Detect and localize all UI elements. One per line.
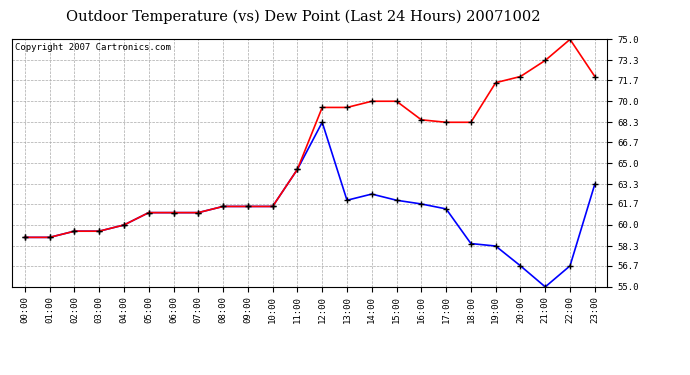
Text: Outdoor Temperature (vs) Dew Point (Last 24 Hours) 20071002: Outdoor Temperature (vs) Dew Point (Last… bbox=[66, 9, 541, 24]
Text: Copyright 2007 Cartronics.com: Copyright 2007 Cartronics.com bbox=[15, 43, 171, 52]
